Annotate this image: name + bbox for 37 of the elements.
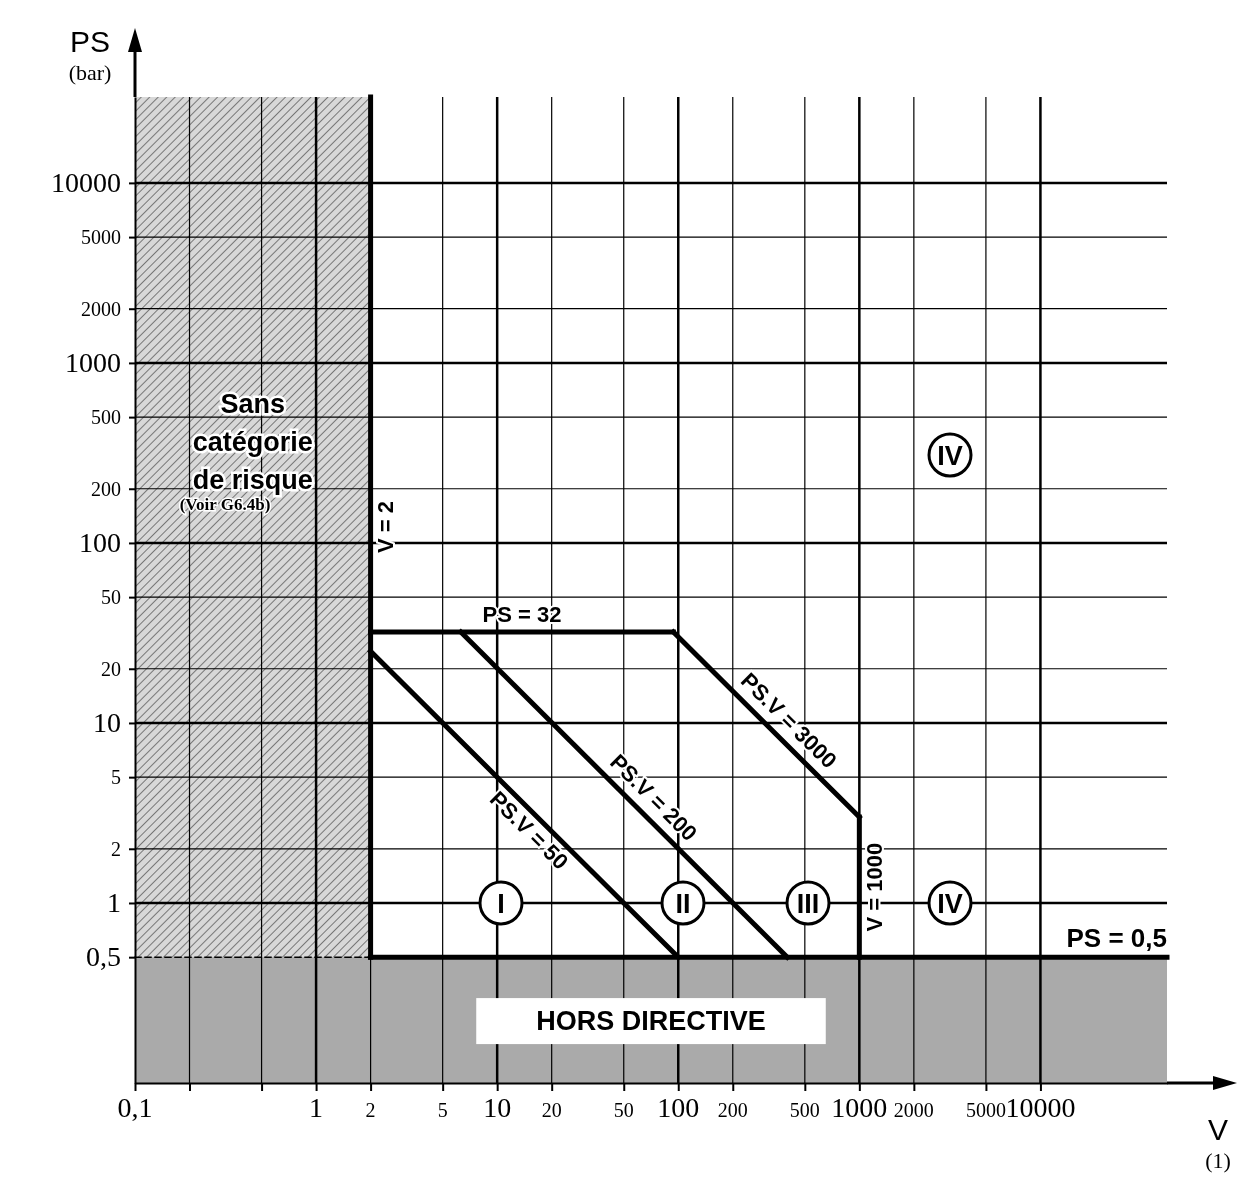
x-tick-label: 1 bbox=[309, 1092, 324, 1123]
x-tick-label: 10 bbox=[483, 1092, 512, 1123]
y-tick-label: 2 bbox=[111, 837, 121, 860]
series-label: PS = 0,5 bbox=[1066, 923, 1167, 954]
band-label: HORS DIRECTIVE bbox=[536, 1006, 766, 1037]
x-tick-label: 10000 bbox=[1005, 1092, 1076, 1123]
y-tick-label: 1000 bbox=[65, 346, 121, 378]
x-tick-label: 100 bbox=[657, 1092, 700, 1123]
y-tick-label: 2000 bbox=[81, 297, 121, 320]
x-tick-label: 1000 bbox=[831, 1092, 888, 1123]
x-tick-label: 0,1 bbox=[117, 1092, 153, 1123]
y-tick-label: 50 bbox=[101, 586, 121, 609]
y-tick-label: 500 bbox=[91, 406, 121, 429]
annotation: IV bbox=[937, 889, 963, 919]
x-tick-label: 200 bbox=[717, 1099, 748, 1121]
y-tick-label: 1 bbox=[107, 886, 121, 918]
x-axis-title: V (1) bbox=[1205, 1113, 1231, 1173]
annotation: I bbox=[497, 889, 505, 919]
x-tick-label: 5 bbox=[437, 1099, 448, 1121]
x-tick-label: 20 bbox=[541, 1099, 562, 1121]
x-tick-label: 2 bbox=[365, 1099, 376, 1121]
y-tick-label: 100 bbox=[79, 526, 121, 558]
y-tick-label: 0,5 bbox=[86, 941, 121, 973]
y-tick-label: 20 bbox=[101, 657, 121, 680]
y-tick-label: 5 bbox=[111, 766, 121, 789]
y-tick-label: 10 bbox=[93, 706, 121, 738]
annotation: II bbox=[675, 889, 691, 919]
x-tick-label: 500 bbox=[789, 1099, 820, 1121]
y-tick-label: 10000 bbox=[51, 166, 121, 198]
annotation: III bbox=[796, 889, 820, 919]
x-tick-label: 5000 bbox=[965, 1099, 1006, 1121]
x-tick-label: 50 bbox=[613, 1099, 634, 1121]
y-axis-title: PS (bar) bbox=[68, 25, 112, 85]
x-tick-label: 2000 bbox=[893, 1099, 934, 1121]
y-tick-label: 5000 bbox=[81, 226, 121, 249]
annotation: IV bbox=[937, 441, 963, 471]
y-tick-label: 200 bbox=[91, 477, 121, 500]
